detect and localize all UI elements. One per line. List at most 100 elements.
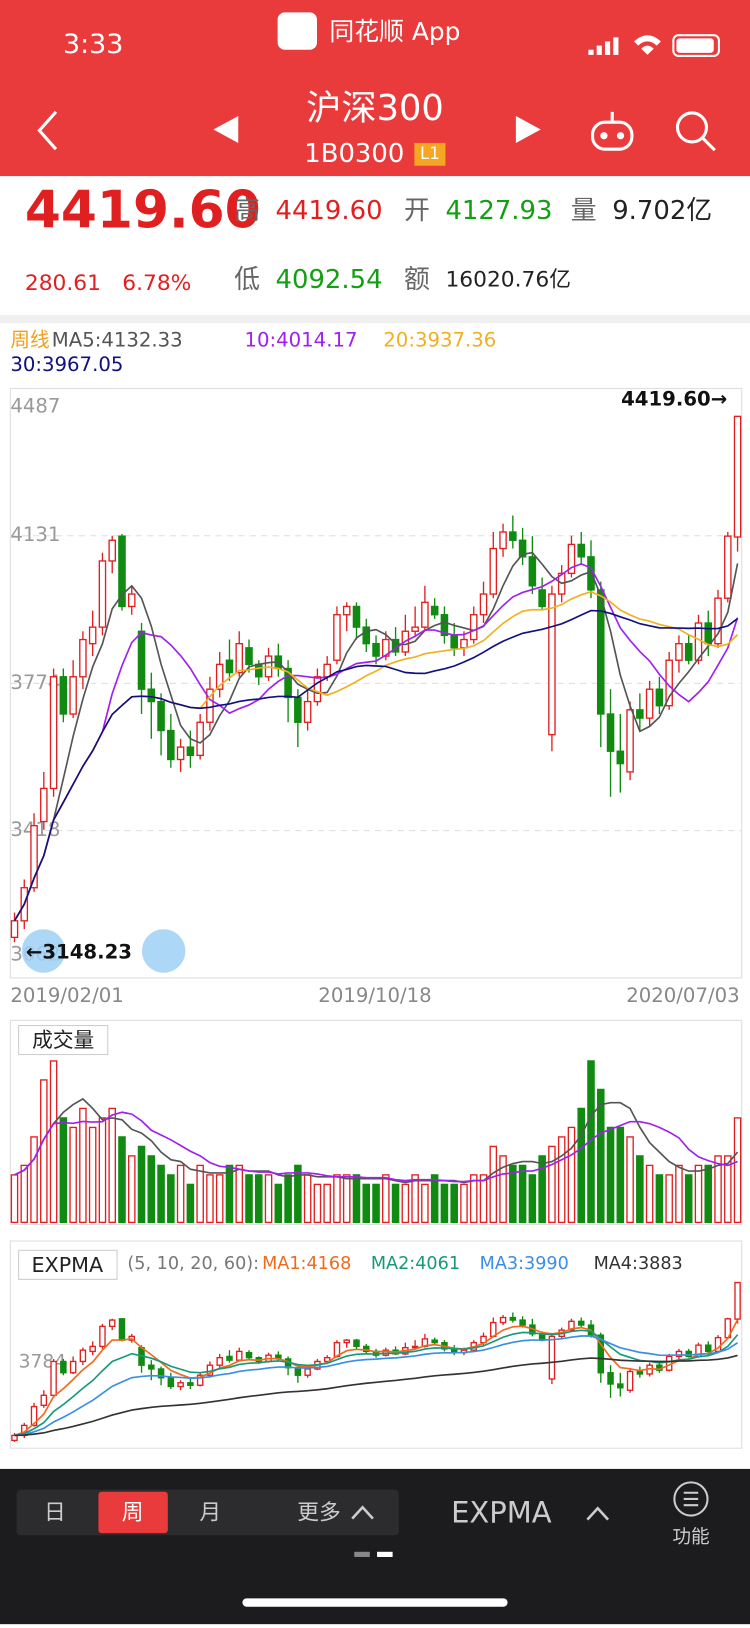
ma20: 20:3937.36 (383, 328, 496, 351)
stock-code: 1B0300 (304, 139, 404, 169)
volume-bar (88, 1126, 97, 1224)
candle-body (40, 1394, 48, 1406)
volume-bar (342, 1174, 351, 1224)
candle-body (645, 688, 654, 719)
y-tick-label: 3774 (10, 671, 60, 694)
y-tick-label: 3784 (19, 1352, 66, 1373)
volume-bar (59, 1117, 68, 1224)
candle-body (294, 1367, 302, 1376)
candle-body (596, 589, 605, 715)
label: 额 (404, 265, 430, 295)
function-icon[interactable] (673, 1481, 709, 1517)
candle-body (333, 614, 341, 661)
min-label: ←3148.23 (26, 941, 132, 964)
volume-bar (655, 1174, 664, 1224)
indicator-arrow[interactable] (586, 1506, 610, 1521)
volume-bar (430, 1174, 439, 1224)
candle-body (567, 543, 576, 575)
expma-title-box (18, 1249, 118, 1280)
page-dot (377, 1551, 393, 1557)
candle-body (460, 638, 468, 649)
search-button[interactable] (675, 111, 716, 152)
volume-bar (20, 1164, 29, 1224)
volume-bar (626, 1136, 634, 1224)
candle-body (421, 601, 429, 628)
candle-body (148, 1364, 155, 1370)
volume-bar (352, 1174, 361, 1224)
volume-bar (196, 1164, 204, 1224)
tab[interactable]: 更多 (297, 1500, 341, 1525)
value: 4127.93 (445, 196, 552, 226)
candle-body (177, 1382, 184, 1388)
candle-body (245, 1351, 253, 1359)
function-label[interactable]: 功能 (672, 1527, 709, 1548)
candle-body (323, 1357, 331, 1363)
volume-chart (10, 1060, 742, 1224)
candle-body (538, 589, 546, 608)
candle-body (79, 638, 87, 678)
candle-body (157, 700, 165, 732)
volume-bar (411, 1174, 419, 1224)
time: 3:33 (63, 29, 123, 60)
volume-bar (675, 1164, 683, 1224)
volume-bar (235, 1164, 244, 1224)
label: 量 (571, 196, 597, 226)
ma10: 10:4014.17 (244, 328, 357, 351)
volume-bar (30, 1136, 38, 1224)
ma-line (14, 1097, 739, 1184)
candle-body (734, 1281, 741, 1320)
ma5: MA5:4132.33 (52, 328, 183, 351)
volume-bar (108, 1107, 116, 1224)
date-label: 2019/02/01 (10, 984, 123, 1007)
value: 4092.54 (276, 265, 383, 295)
candle-body (79, 1349, 87, 1363)
app-name: 同花顺 App (329, 17, 460, 46)
candle-body (50, 1360, 57, 1396)
volume-bar (274, 1183, 283, 1224)
y-tick-label: 4131 (10, 523, 60, 546)
expma-frame (9, 1240, 743, 1449)
volume-bar (362, 1183, 371, 1224)
scroll-button[interactable] (21, 929, 66, 973)
separator (0, 314, 750, 324)
candle-body (685, 1350, 692, 1358)
candle-body (118, 1318, 126, 1341)
expand-button[interactable] (141, 929, 186, 973)
volume-bar (596, 1088, 605, 1224)
stock-name: 沪深300 (306, 88, 444, 129)
ma-line (14, 1329, 739, 1437)
candle-body (352, 605, 361, 628)
volume-bar (127, 1155, 136, 1224)
volume-bar (538, 1155, 546, 1224)
candle-body (235, 1350, 243, 1361)
indicator[interactable]: EXPMA (451, 1496, 552, 1530)
volume-bar (284, 1174, 292, 1224)
volume-title: 成交量 (32, 1028, 94, 1052)
candle-body (108, 1319, 116, 1328)
max-label: 4419.60→ (621, 387, 727, 410)
candle-body (167, 729, 175, 761)
candle-body (343, 1339, 350, 1344)
volume-bar (548, 1145, 556, 1224)
candle-body (206, 688, 214, 723)
candle-body (215, 663, 224, 690)
volume-bar (724, 1155, 732, 1224)
tab[interactable]: 月 (199, 1500, 221, 1525)
label: 高 (234, 196, 260, 226)
robot-button[interactable] (590, 111, 634, 151)
candle-body (597, 1334, 605, 1374)
prev-button[interactable] (213, 116, 239, 143)
candle-body (176, 746, 185, 761)
candle-body (353, 1339, 360, 1348)
tab[interactable]: 日 (44, 1500, 66, 1525)
candle-body (88, 626, 97, 645)
more-arrow[interactable] (351, 1505, 374, 1520)
candle-body (255, 663, 263, 678)
candle-body (59, 676, 68, 715)
params: (5, 10, 20, 60): (127, 1254, 259, 1274)
candle-body (607, 1372, 614, 1385)
next-button[interactable] (515, 116, 541, 143)
back-button[interactable] (37, 110, 58, 151)
kline: 44874131377434183062 (10, 395, 742, 966)
tab[interactable]: 周 (122, 1500, 144, 1525)
